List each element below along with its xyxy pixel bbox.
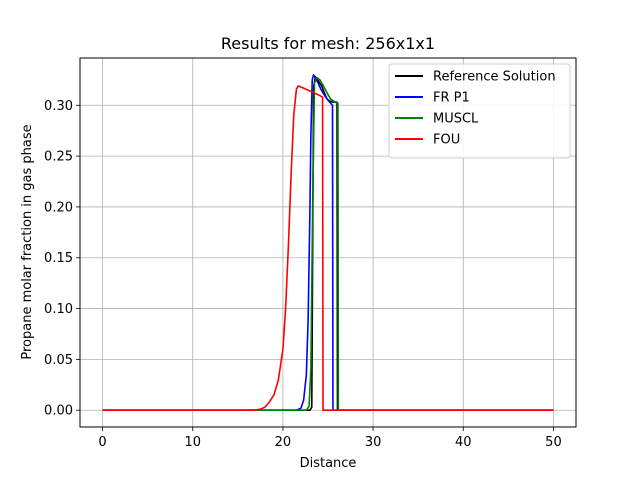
series-line-fou — [102, 85, 554, 412]
y-tick-label: 0.30 — [44, 99, 73, 114]
legend-label-fr-p1: FR P1 — [433, 91, 470, 106]
legend-label-reference-solution: Reference Solution — [433, 70, 556, 85]
legend-box — [388, 63, 571, 159]
x-tick-label: 0 — [98, 435, 106, 450]
x-tick-label: 10 — [184, 435, 201, 450]
x-axis-label: Distance — [300, 456, 357, 471]
y-tick-label: 0.25 — [44, 150, 73, 165]
y-tick-label: 0.00 — [44, 404, 73, 419]
y-tick-label: 0.10 — [44, 302, 73, 317]
x-tick-label: 30 — [365, 435, 382, 450]
chart-title: Results for mesh: 256x1x1 — [221, 34, 435, 53]
series-line-fr-p1 — [102, 73, 554, 412]
legend: Reference Solution FR P1 MUSCL FOU — [388, 63, 571, 159]
y-tick-label: 0.20 — [44, 200, 73, 215]
y-axis-label: Propane molar fraction in gas phase — [20, 124, 35, 359]
x-tick-label: 20 — [275, 435, 292, 450]
plot-frame — [79, 57, 577, 428]
x-tick-label: 50 — [545, 435, 562, 450]
series-line-muscl — [102, 77, 554, 412]
series-lines — [102, 73, 554, 412]
x-tick-label: 40 — [455, 435, 472, 450]
legend-label-muscl: MUSCL — [433, 112, 479, 127]
y-tick-label: 0.05 — [44, 353, 73, 368]
grid — [80, 58, 576, 427]
y-tick-label: 0.15 — [44, 251, 73, 266]
ticks: 0 10 20 30 40 50 0.00 0.05 0.10 0.15 0.20 0.25 0.30 — [44, 99, 562, 450]
legend-label-fou: FOU — [433, 133, 460, 148]
